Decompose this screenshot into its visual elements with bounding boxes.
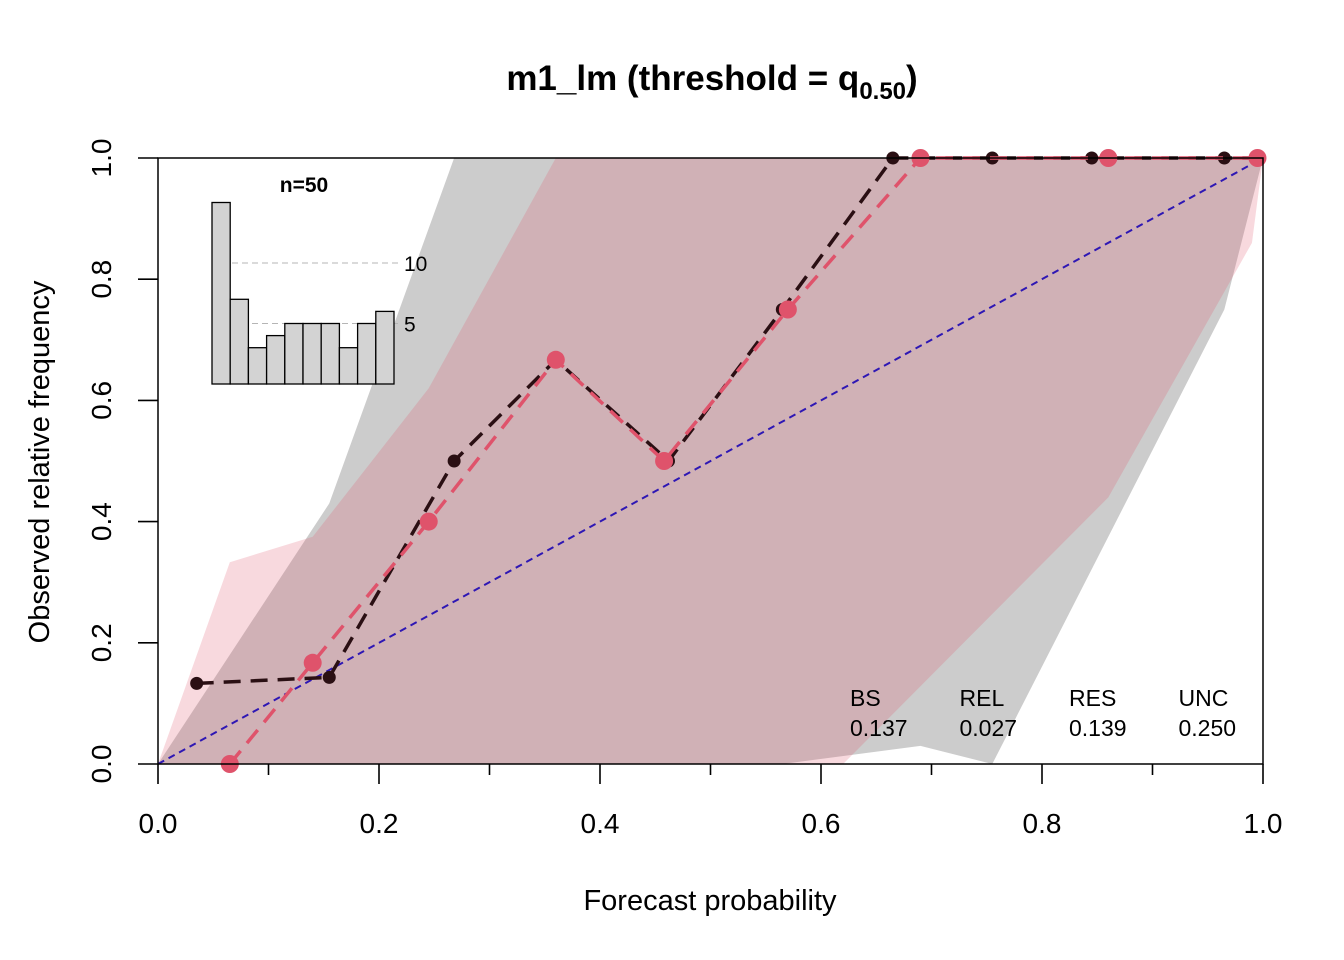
perfect-reliability-diagonal (157, 157, 1264, 765)
histogram-n-label: n=50 (280, 174, 328, 197)
histogram-bar (211, 201, 231, 385)
series-1-point (190, 676, 204, 690)
x-tick-label: 0.8 (1023, 808, 1062, 839)
y-axis-title: Observed relative frequency (24, 280, 56, 643)
chart-title-main: m1_lm (threshold = q (506, 59, 859, 98)
series-2-point (655, 452, 674, 470)
series-2-point (419, 512, 438, 531)
y-tick-label: 0.2 (86, 623, 117, 662)
histogram-bar (247, 347, 268, 385)
series-2-point (303, 653, 322, 672)
score-name: UNC (1179, 685, 1229, 711)
chart-title: m1_lm (threshold = q0.50) (506, 59, 917, 105)
y-tick-label: 0.6 (86, 381, 117, 420)
y-tick-label: 1.0 (86, 139, 117, 178)
score-name: REL (960, 685, 1005, 711)
histogram-bar (338, 347, 359, 385)
series-2-point (546, 350, 565, 369)
histogram-bar (302, 322, 322, 385)
series-1-point (322, 670, 336, 684)
score-value: 0.137 (850, 715, 908, 741)
histogram-bar (284, 322, 304, 385)
histogram-bar (356, 322, 377, 385)
score-table: BS 0.137 REL 0.027 RES 0.139 UNC 0.250 (850, 685, 1236, 741)
y-tick-label: 0.4 (86, 502, 117, 541)
chart-title-close: ) (906, 59, 918, 98)
x-axis-title: Forecast probability (583, 885, 837, 917)
y-tick-label: 0.0 (86, 745, 117, 784)
histogram-bar (375, 310, 395, 385)
histogram-gridline-label: 10 (404, 253, 427, 276)
histogram-bar (229, 298, 250, 385)
series-1-point (447, 454, 461, 468)
series-2-point (778, 300, 797, 319)
score-name: BS (850, 685, 881, 711)
x-tick-label: 1.0 (1244, 808, 1283, 839)
histogram-bar (320, 322, 341, 385)
histogram-bar (265, 334, 286, 385)
inset-histogram: 10 5 (211, 201, 427, 385)
x-tick-label: 0.4 (581, 808, 620, 839)
score-value: 0.250 (1179, 715, 1237, 741)
histogram-gridline-label: 5 (404, 314, 416, 337)
score-name: RES (1069, 685, 1116, 711)
y-tick-label: 0.8 (86, 260, 117, 299)
score-value: 0.027 (960, 715, 1018, 741)
chart-title-subscript: 0.50 (859, 78, 906, 105)
axes: 0.0 0.2 0.4 0.6 0.8 1.0 0.0 0.2 0.4 0.6 0.8 1.0 (86, 139, 1282, 839)
x-tick-label: 0.0 (139, 808, 178, 839)
x-tick-label: 0.6 (802, 808, 841, 839)
score-value: 0.139 (1069, 715, 1127, 741)
x-tick-label: 0.2 (360, 808, 399, 839)
